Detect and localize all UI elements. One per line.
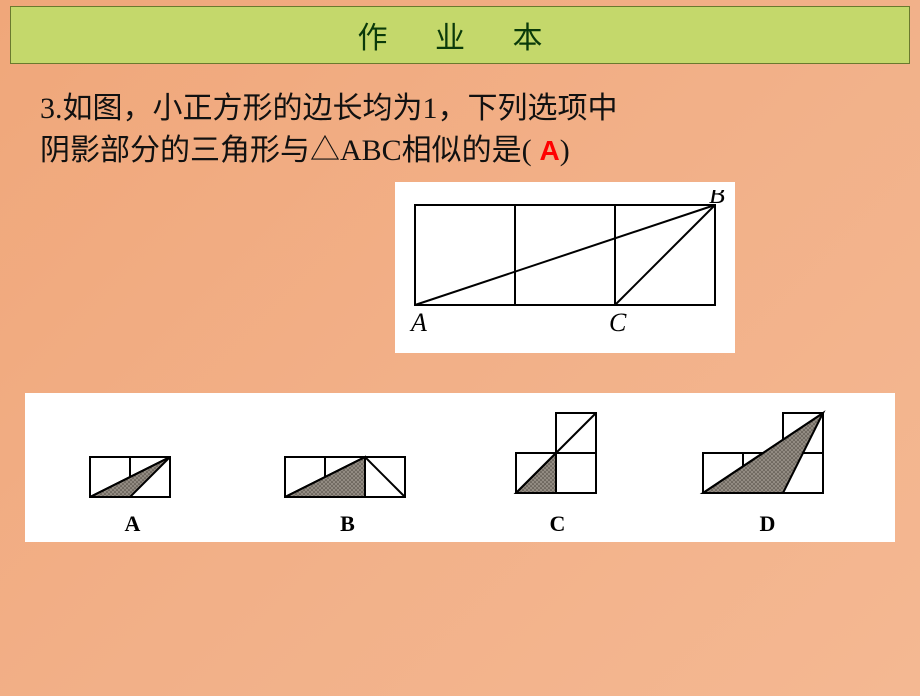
question-line1: 3.如图，小正方形的边长均为1，下列选项中 xyxy=(40,92,618,125)
question-line2-pre: 阴影部分的三角形与△ABC相似的是( xyxy=(40,134,532,167)
option-b-label: B xyxy=(340,511,355,537)
svg-text:A: A xyxy=(409,308,427,337)
svg-text:C: C xyxy=(609,308,627,337)
question-text: 3.如图，小正方形的边长均为1，下列选项中 阴影部分的三角形与△ABC相似的是(… xyxy=(40,88,880,172)
svg-text:B: B xyxy=(709,190,725,209)
option-b: B xyxy=(273,447,423,537)
header-title: 作 业 本 xyxy=(358,13,563,57)
option-d: D xyxy=(693,407,843,537)
option-a-label: A xyxy=(125,511,141,537)
main-triangle-figure: A B C xyxy=(405,190,725,340)
options-row: A B C D xyxy=(25,393,895,542)
option-c-label: C xyxy=(550,511,566,537)
main-figure-container: A B C xyxy=(0,182,920,353)
option-d-label: D xyxy=(760,511,776,537)
option-a-figure xyxy=(78,447,188,507)
option-c-figure xyxy=(508,407,608,507)
option-c: C xyxy=(508,407,608,537)
answer-letter: A xyxy=(532,135,560,166)
option-b-figure xyxy=(273,447,423,507)
main-figure-box: A B C xyxy=(395,182,735,353)
question-line2-post: ) xyxy=(560,134,570,167)
option-a: A xyxy=(78,447,188,537)
header-bar: 作 业 本 xyxy=(10,6,910,64)
option-d-figure xyxy=(693,407,843,507)
